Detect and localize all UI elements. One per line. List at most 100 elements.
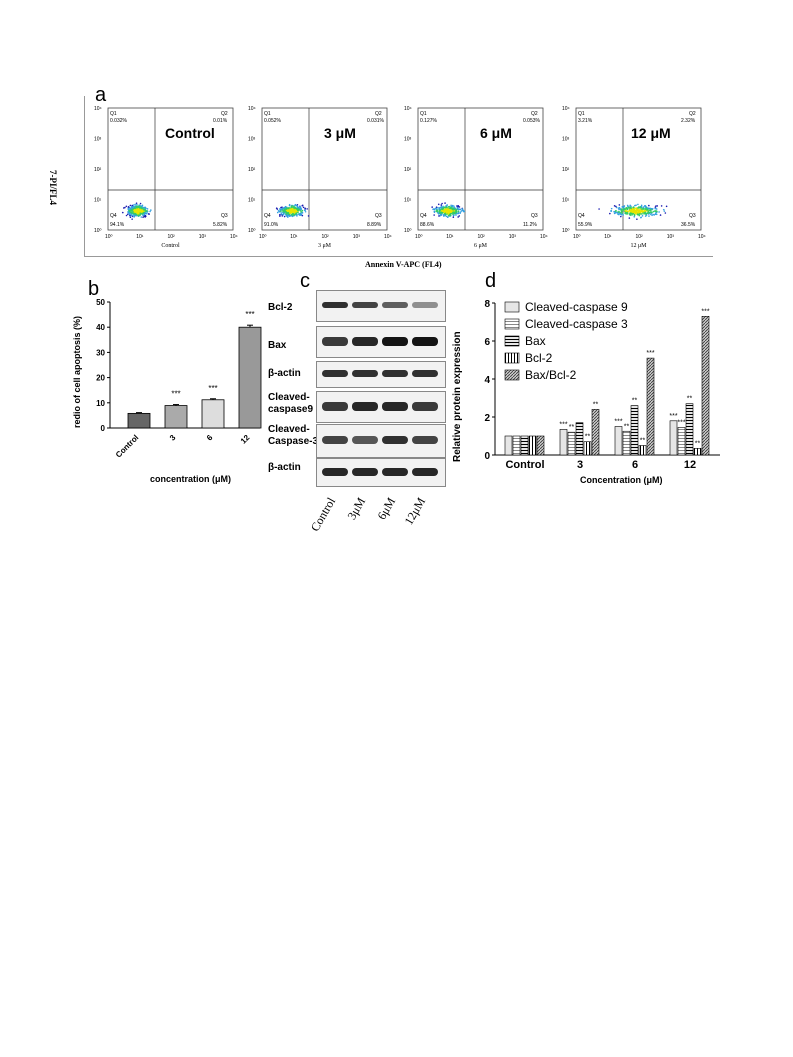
y-tick-label: 10⁰ xyxy=(562,228,570,234)
b-bar xyxy=(238,326,262,429)
event-dot xyxy=(291,210,293,213)
event-dot xyxy=(440,214,443,216)
event-dot xyxy=(440,204,443,206)
event-dot xyxy=(443,214,445,217)
d-legend-swatch xyxy=(504,335,520,347)
y-tick-label: 10² xyxy=(562,167,570,173)
event-dot xyxy=(649,211,652,214)
event-dot xyxy=(623,205,625,208)
event-dot xyxy=(296,207,299,210)
event-dot xyxy=(439,209,441,212)
event-dot xyxy=(289,211,292,214)
event-dot xyxy=(131,214,134,217)
blot-band xyxy=(382,436,408,444)
event-dot xyxy=(285,207,288,210)
event-dot xyxy=(645,214,648,216)
event-dot xyxy=(639,208,641,211)
event-dot xyxy=(638,210,641,213)
q1-label: Q1 xyxy=(264,111,271,117)
event-dot xyxy=(631,214,633,216)
event-dot xyxy=(632,206,635,209)
event-dot xyxy=(140,216,143,218)
q4-label: Q4 xyxy=(578,213,585,219)
b-y-tick-label: 0 xyxy=(101,424,106,433)
event-dot xyxy=(283,215,286,218)
event-dot xyxy=(636,218,638,221)
event-dot xyxy=(139,202,142,205)
x-tick-label: 10³ xyxy=(199,234,207,240)
event-dot xyxy=(625,213,627,215)
d-bar xyxy=(567,431,576,456)
event-dot xyxy=(647,207,650,210)
d-significance: *** xyxy=(646,350,654,357)
event-dot xyxy=(282,210,284,213)
event-dot xyxy=(135,202,138,205)
event-dot xyxy=(446,216,449,219)
event-dot xyxy=(659,214,662,216)
event-dot xyxy=(450,204,452,207)
event-dot xyxy=(660,205,663,207)
event-dot xyxy=(640,204,643,207)
western-blot: Bcl-2 Bax β-actin Cleaved- caspase9 Cleaved-… xyxy=(268,290,446,534)
event-dot xyxy=(142,216,144,218)
event-dot xyxy=(637,211,639,214)
event-dot xyxy=(136,206,139,209)
d-significance: *** xyxy=(677,419,685,426)
d-y-tick-label: 4 xyxy=(484,375,490,386)
condition-title: 6 μM xyxy=(480,125,512,141)
q4-label: Q4 xyxy=(264,213,271,219)
q2-label: Q2 xyxy=(531,111,538,117)
event-dot xyxy=(289,215,292,217)
blot-band xyxy=(412,401,438,411)
d-y-tick-label: 2 xyxy=(484,413,490,424)
event-dot xyxy=(281,209,284,211)
event-dot xyxy=(133,215,135,218)
panel-b-xlabel: concentration (μM) xyxy=(150,474,232,484)
event-dot xyxy=(453,214,455,216)
event-dot xyxy=(459,208,462,211)
event-dot xyxy=(640,205,643,208)
event-dot xyxy=(295,213,297,215)
d-bar xyxy=(583,441,592,456)
event-dot xyxy=(134,211,136,213)
blot-band xyxy=(382,401,408,411)
event-dot xyxy=(638,213,640,216)
x-tick-label: 10¹ xyxy=(136,234,144,240)
event-dot xyxy=(132,204,135,206)
x-tick-label: 10³ xyxy=(353,234,361,240)
event-dot xyxy=(134,203,136,206)
b-y-tick-label: 50 xyxy=(96,298,105,307)
plot-subtitle: Control xyxy=(161,243,180,249)
event-dot xyxy=(127,206,130,208)
q2-value: 0.031% xyxy=(367,118,385,124)
event-dot xyxy=(279,213,281,216)
b-y-tick-label: 40 xyxy=(96,323,105,332)
event-dot xyxy=(287,211,290,214)
d-significance: ** xyxy=(569,424,575,431)
event-dot xyxy=(283,206,286,209)
q1-value: 0.032% xyxy=(110,118,128,124)
event-dot xyxy=(648,215,650,217)
event-dot xyxy=(609,212,611,215)
event-dot xyxy=(133,214,135,216)
event-dot xyxy=(291,208,293,211)
event-dot xyxy=(301,210,303,212)
q4-value: 88.6% xyxy=(420,222,435,228)
event-dot xyxy=(143,206,145,209)
event-dot xyxy=(127,211,130,214)
event-dot xyxy=(128,210,131,212)
blot-row-label: Cleaved- Caspase-3 xyxy=(268,424,319,447)
event-dot xyxy=(632,212,634,215)
event-dot xyxy=(457,216,459,218)
x-tick-label: 10¹ xyxy=(604,234,612,240)
x-tick-label: 10⁴ xyxy=(384,234,392,240)
event-dot xyxy=(146,212,148,215)
blot-band xyxy=(382,302,408,308)
event-dot xyxy=(455,214,457,216)
event-dot xyxy=(148,213,150,216)
event-dot xyxy=(448,211,450,214)
event-dot xyxy=(452,208,455,211)
d-bar xyxy=(622,430,631,456)
event-dot xyxy=(286,209,288,212)
x-tick-label: 10² xyxy=(636,234,644,240)
